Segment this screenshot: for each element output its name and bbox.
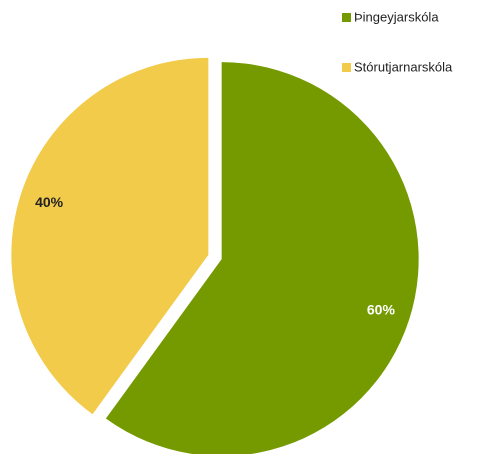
data-label: 60% (367, 302, 396, 318)
legend-swatch (342, 13, 351, 22)
pie-slice (105, 62, 419, 454)
legend-label: Þingeyjarskóla (354, 9, 439, 24)
legend-swatch (342, 63, 351, 72)
pie-slice (11, 57, 209, 415)
data-label: 40% (35, 194, 64, 210)
legend-label: Stórutjarnarskóla (354, 59, 453, 74)
